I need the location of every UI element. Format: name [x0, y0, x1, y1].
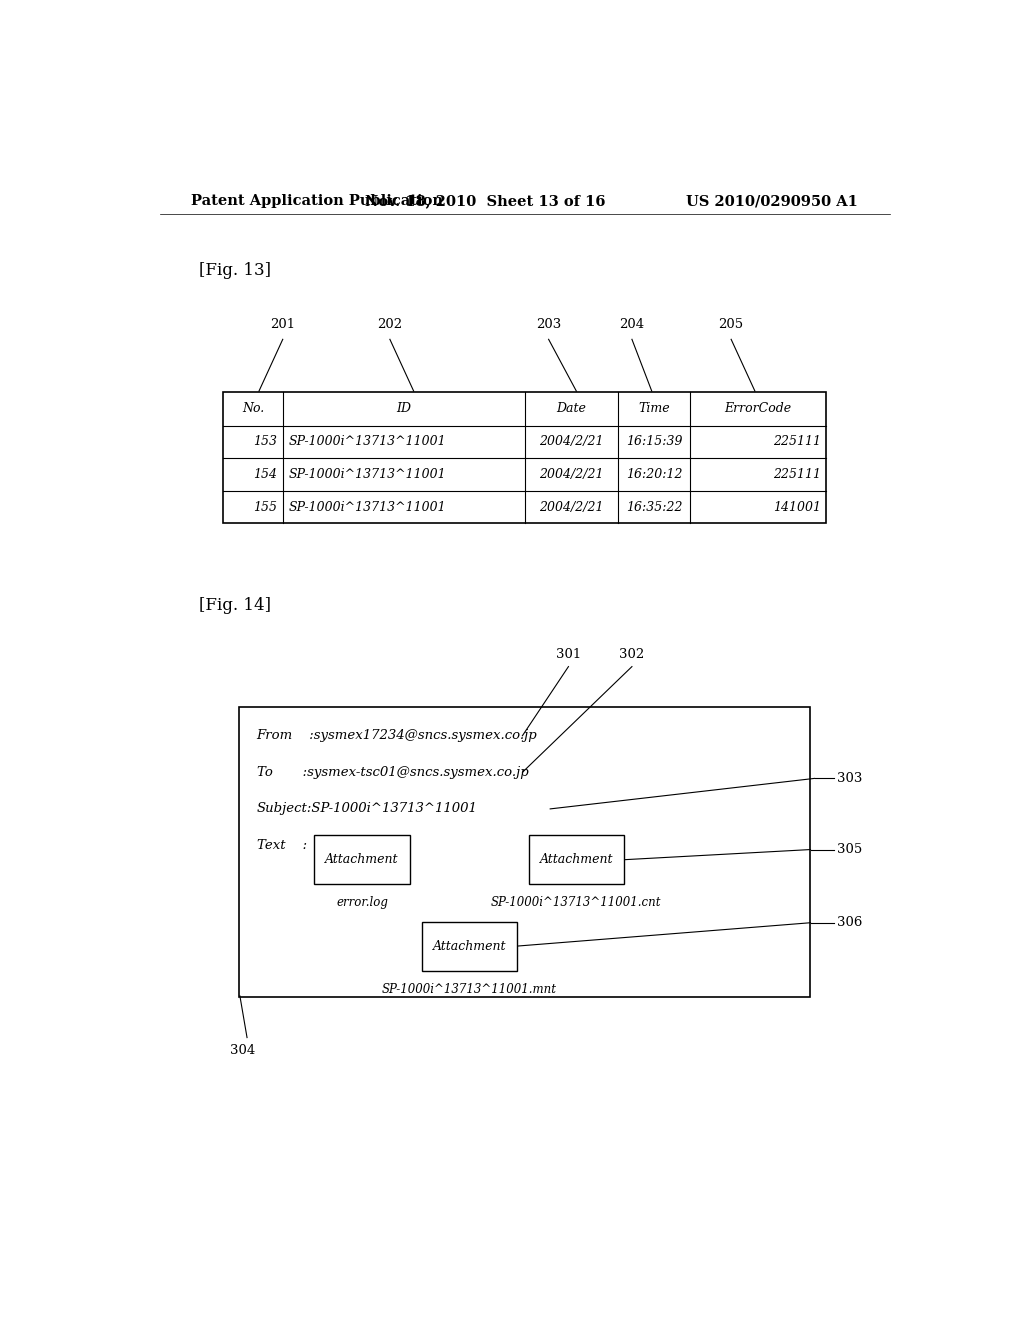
Text: Time: Time [638, 403, 670, 416]
Text: Attachment: Attachment [326, 853, 399, 866]
Bar [314, 836, 410, 884]
Text: 16:20:12: 16:20:12 [626, 469, 682, 480]
Text: 16:35:22: 16:35:22 [626, 500, 682, 513]
Text: [Fig. 14]: [Fig. 14] [200, 597, 271, 614]
Text: 154: 154 [253, 469, 278, 480]
Text: SP-1000i^13713^11001.mnt: SP-1000i^13713^11001.mnt [382, 982, 557, 995]
Text: error.log: error.log [336, 896, 388, 909]
Text: Attachment: Attachment [540, 853, 613, 866]
Text: 203: 203 [536, 318, 561, 331]
Text: 141001: 141001 [773, 500, 821, 513]
Text: 304: 304 [230, 1044, 256, 1057]
Text: To       :sysmex-tsc01@sncs.sysmex.co.jp: To :sysmex-tsc01@sncs.sysmex.co.jp [257, 766, 528, 779]
Text: 153: 153 [253, 436, 278, 449]
Text: [Fig. 13]: [Fig. 13] [200, 261, 271, 279]
Text: 302: 302 [620, 648, 644, 660]
Text: US 2010/0290950 A1: US 2010/0290950 A1 [686, 194, 858, 209]
Text: Subject:SP-1000i^13713^11001: Subject:SP-1000i^13713^11001 [257, 803, 477, 816]
Text: 16:15:39: 16:15:39 [626, 436, 682, 449]
Text: 2004/2/21: 2004/2/21 [540, 500, 604, 513]
Text: 202: 202 [377, 318, 402, 331]
Text: Nov. 18, 2010  Sheet 13 of 16: Nov. 18, 2010 Sheet 13 of 16 [365, 194, 605, 209]
Bar [422, 921, 517, 970]
Text: SP-1000i^13713^11001: SP-1000i^13713^11001 [289, 500, 445, 513]
Text: 225111: 225111 [773, 436, 821, 449]
Text: ErrorCode: ErrorCode [725, 403, 792, 416]
Text: 2004/2/21: 2004/2/21 [540, 436, 604, 449]
Text: ID: ID [396, 403, 412, 416]
Text: No.: No. [242, 403, 264, 416]
Text: 306: 306 [837, 916, 862, 929]
Text: Attachment: Attachment [432, 940, 506, 953]
Text: 305: 305 [837, 843, 862, 857]
Text: SP-1000i^13713^11001: SP-1000i^13713^11001 [289, 469, 445, 480]
Text: 225111: 225111 [773, 469, 821, 480]
Text: Date: Date [557, 403, 587, 416]
Text: 204: 204 [620, 318, 644, 331]
Text: SP-1000i^13713^11001: SP-1000i^13713^11001 [289, 436, 445, 449]
Text: 303: 303 [837, 772, 862, 785]
Bar [528, 836, 624, 884]
Text: From    :sysmex17234@sncs.sysmex.co.jp: From :sysmex17234@sncs.sysmex.co.jp [257, 729, 538, 742]
Text: 155: 155 [253, 500, 278, 513]
Text: Patent Application Publication: Patent Application Publication [191, 194, 443, 209]
Text: 201: 201 [270, 318, 295, 331]
Bar [240, 708, 811, 997]
Text: 301: 301 [556, 648, 581, 660]
Text: Text    :: Text : [257, 840, 307, 851]
Text: 2004/2/21: 2004/2/21 [540, 469, 604, 480]
Text: SP-1000i^13713^11001.cnt: SP-1000i^13713^11001.cnt [492, 896, 662, 909]
Bar [223, 392, 826, 523]
Text: 205: 205 [719, 318, 743, 331]
